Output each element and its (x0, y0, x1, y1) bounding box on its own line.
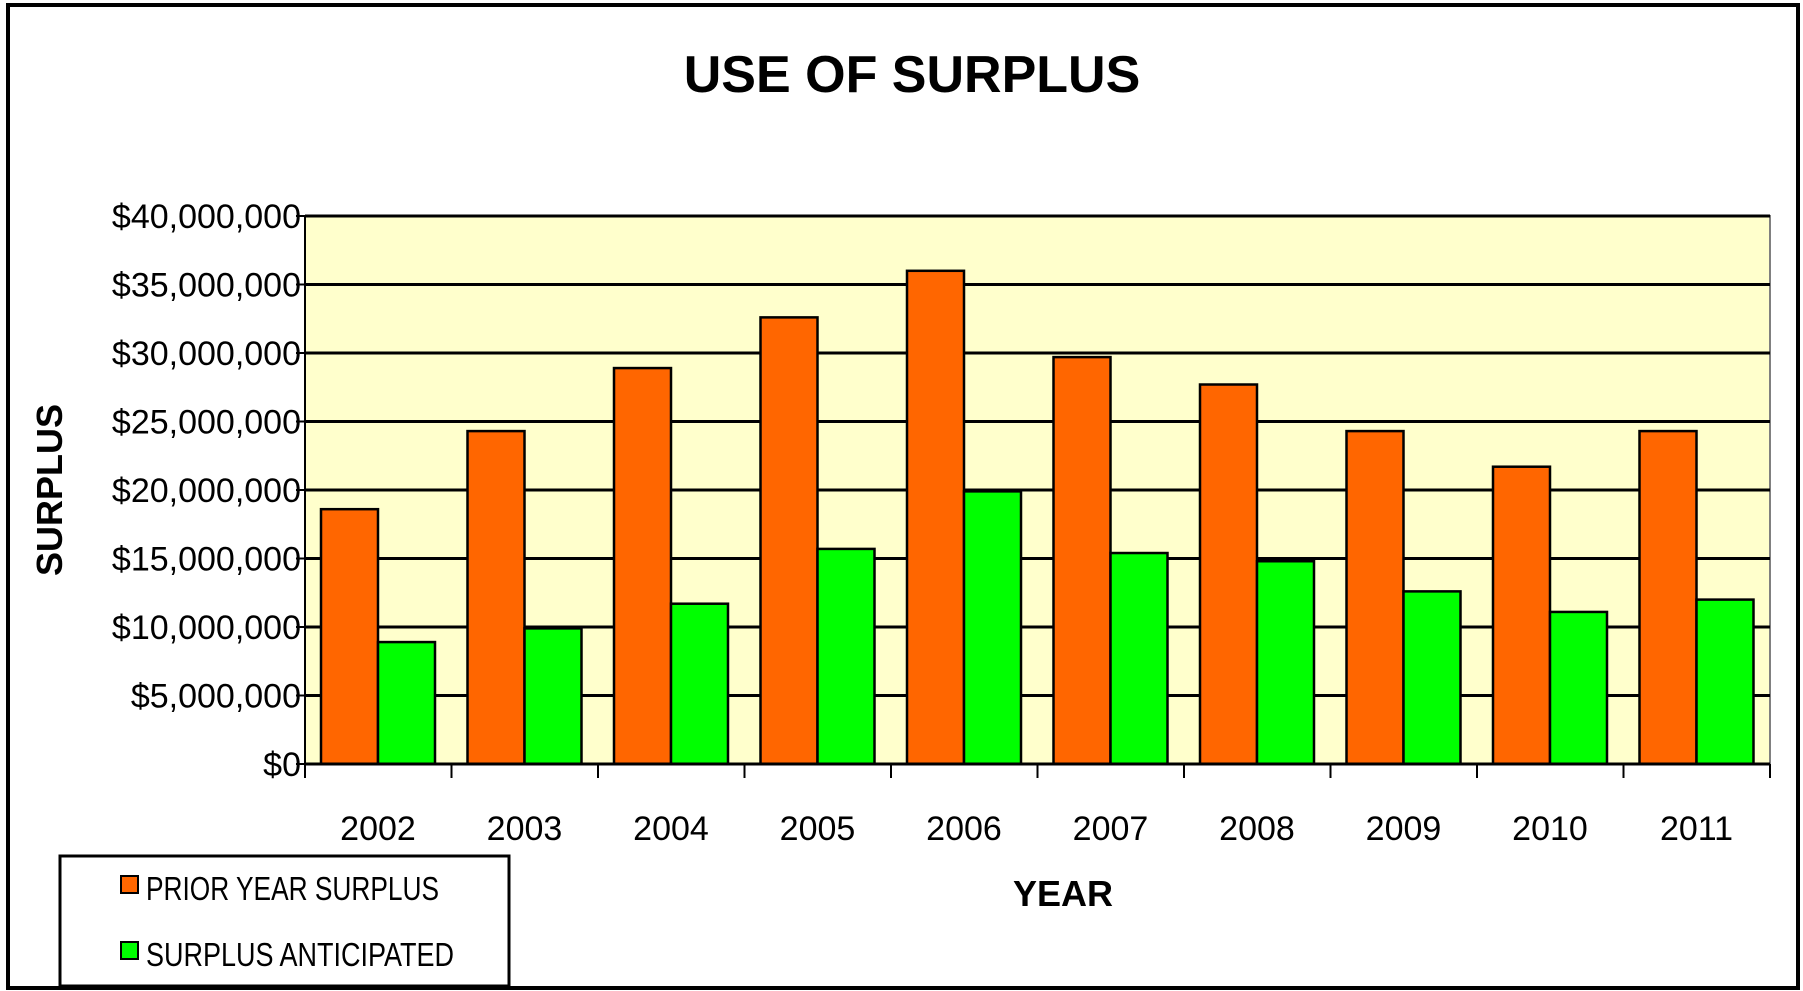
legend: PRIOR YEAR SURPLUS SURPLUS ANTICIPATED (58, 854, 511, 988)
x-tick-label: 2010 (1512, 810, 1588, 848)
bar-surplus-anticipated-2005 (816, 547, 876, 766)
bars (319, 269, 1755, 766)
y-tick-label: $0 (263, 746, 301, 784)
x-tick-label: 2006 (926, 810, 1002, 848)
x-tick-label: 2003 (487, 810, 563, 848)
bar-surplus-anticipated-2004 (669, 602, 730, 766)
bar-prior-year-surplus-2005 (759, 316, 819, 766)
bar-surplus-anticipated-2006 (962, 490, 1023, 766)
legend-box (58, 854, 511, 988)
x-tick-labels: 2002 2003 2004 2005 2006 2007 2008 2009 2010 2011 (340, 810, 1733, 848)
bar-surplus-anticipated-2009 (1402, 590, 1462, 766)
y-tick-label: $5,000,000 (131, 678, 301, 716)
bar-surplus-anticipated-2002 (376, 640, 437, 766)
x-tick-label: 2007 (1073, 810, 1149, 848)
y-tick-labels: $0 $5,000,000 $10,000,000 $15,000,000 $20,00… (112, 198, 301, 784)
y-tick-label: $10,000,000 (112, 609, 301, 647)
y-tick-label: $40,000,000 (112, 198, 301, 236)
bar-prior-year-surplus-2004 (612, 366, 673, 766)
bar-prior-year-surplus-2007 (1052, 355, 1112, 766)
x-tick-label: 2005 (780, 810, 856, 848)
bar-prior-year-surplus-2006 (905, 269, 966, 766)
x-tick-label: 2009 (1366, 810, 1442, 848)
y-tick-label: $20,000,000 (112, 472, 301, 510)
bar-prior-year-surplus-2011 (1638, 429, 1698, 766)
x-axis-title: YEAR (1013, 873, 1113, 914)
y-tick-label: $35,000,000 (112, 267, 301, 305)
legend-label-prior-year-surplus: PRIOR YEAR SURPLUS (146, 870, 439, 907)
bar-surplus-anticipated-2011 (1695, 598, 1755, 766)
y-axis-title: SURPLUS (29, 404, 70, 576)
axes (296, 215, 1771, 778)
x-tick-label: 2008 (1219, 810, 1295, 848)
bar-surplus-anticipated-2003 (523, 627, 583, 766)
legend-label-surplus-anticipated: SURPLUS ANTICIPATED (146, 936, 454, 973)
chart-title: USE OF SURPLUS (684, 46, 1141, 104)
bar-surplus-anticipated-2007 (1109, 551, 1169, 766)
bar-surplus-anticipated-2008 (1255, 559, 1316, 766)
x-tick-label: 2004 (633, 810, 709, 848)
bar-prior-year-surplus-2010 (1491, 465, 1552, 766)
y-tick-label: $25,000,000 (112, 404, 301, 442)
legend-swatch-prior-year-surplus (120, 875, 139, 894)
bar-surplus-anticipated-2010 (1548, 610, 1609, 766)
bar-prior-year-surplus-2002 (319, 507, 380, 766)
bar-prior-year-surplus-2003 (466, 429, 526, 766)
y-tick-label: $30,000,000 (112, 335, 301, 373)
y-tick-label: $15,000,000 (112, 541, 301, 579)
x-tick-label: 2002 (340, 810, 416, 848)
bar-prior-year-surplus-2008 (1198, 383, 1259, 766)
x-tick-label: 2011 (1660, 810, 1733, 848)
legend-swatch-surplus-anticipated (120, 941, 139, 960)
bar-prior-year-surplus-2009 (1345, 429, 1405, 766)
